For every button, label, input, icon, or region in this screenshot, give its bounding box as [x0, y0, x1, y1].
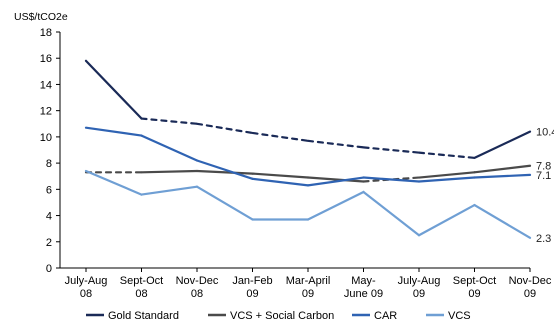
x-tick-label: Nov-Dec 09 [509, 275, 552, 300]
x-tick-label: July-Aug 08 [65, 275, 108, 300]
x-tick-label: Sept-Oct 08 [120, 275, 163, 300]
legend-entry: VCS + Social Carbon [230, 310, 334, 322]
y-axis-unit-label: US$/tCO2e [14, 11, 68, 23]
series-segment [251, 131, 310, 142]
series-segment [84, 169, 143, 196]
series-segment [306, 139, 365, 149]
series-segment [84, 126, 143, 137]
series-segment [195, 169, 254, 175]
series-segment [140, 134, 199, 162]
y-tick-label: 10 [40, 132, 52, 144]
series-segment [251, 177, 310, 187]
x-tick-label: Sept-Oct 09 [453, 275, 496, 300]
series-segment [417, 176, 476, 183]
y-tick-label: 16 [40, 53, 52, 65]
x-tick-label: Nov-Dec 08 [176, 275, 219, 300]
series-segment [306, 190, 365, 221]
series-segment [473, 130, 532, 159]
y-tick-label: 12 [40, 106, 52, 118]
legend-entry: Gold Standard [108, 310, 179, 322]
x-tick-label: Jan-Feb 09 [232, 275, 272, 300]
series-segment [306, 176, 365, 187]
series-segment [362, 176, 421, 183]
y-tick-label: 6 [46, 184, 52, 196]
y-tick-label: 18 [40, 27, 52, 39]
series-segment [84, 59, 143, 120]
series-segment [417, 203, 476, 237]
series-car [84, 126, 532, 187]
end-labels: 10.4 7.87.1 2.3 [536, 127, 554, 245]
x-tick-label: July-Aug 09 [398, 275, 441, 300]
end-value-label: 10.4 [536, 127, 554, 139]
series-segment [362, 176, 421, 183]
series-segment [473, 164, 532, 174]
y-tick-label: 8 [46, 158, 52, 170]
series-layer [84, 59, 532, 239]
series-gold-standard [84, 59, 532, 159]
series-segment [140, 117, 199, 125]
series-segment [362, 190, 421, 237]
x-tick-label: May-June 09 [344, 275, 383, 300]
legend: Gold Standard VCS + Social Carbon CAR VCS [86, 310, 471, 322]
series-segment [195, 122, 254, 135]
end-value-label: 7.8 [536, 161, 551, 173]
y-tick-label: 2 [46, 237, 52, 249]
series-segment [417, 171, 476, 179]
series-segment [251, 172, 310, 179]
y-tick-label: 4 [46, 211, 52, 223]
series-segment [362, 146, 421, 154]
series-vcs-social-carbon [84, 164, 532, 183]
series-segment [140, 169, 199, 174]
series-segment [473, 203, 532, 239]
series-segment [195, 159, 254, 180]
y-tick-label: 0 [46, 263, 52, 275]
series-vcs [84, 169, 532, 239]
series-segment [417, 151, 476, 159]
y-tick-label: 14 [40, 79, 52, 91]
series-segment [473, 173, 532, 179]
x-tick-label: Mar-April 09 [286, 275, 331, 300]
legend-entry: CAR [374, 310, 397, 322]
legend-entry: VCS [448, 310, 471, 322]
series-segment [306, 176, 365, 183]
series-segment [140, 185, 199, 196]
series-segment [195, 185, 254, 221]
end-value-label: 2.3 [536, 233, 551, 245]
end-value-label: 7.1 [536, 170, 551, 182]
axes: 0 2 4 6 8 10 12 14 16 18 July-Aug 08 Sept-Oct 08 Nov-D… [40, 27, 552, 300]
